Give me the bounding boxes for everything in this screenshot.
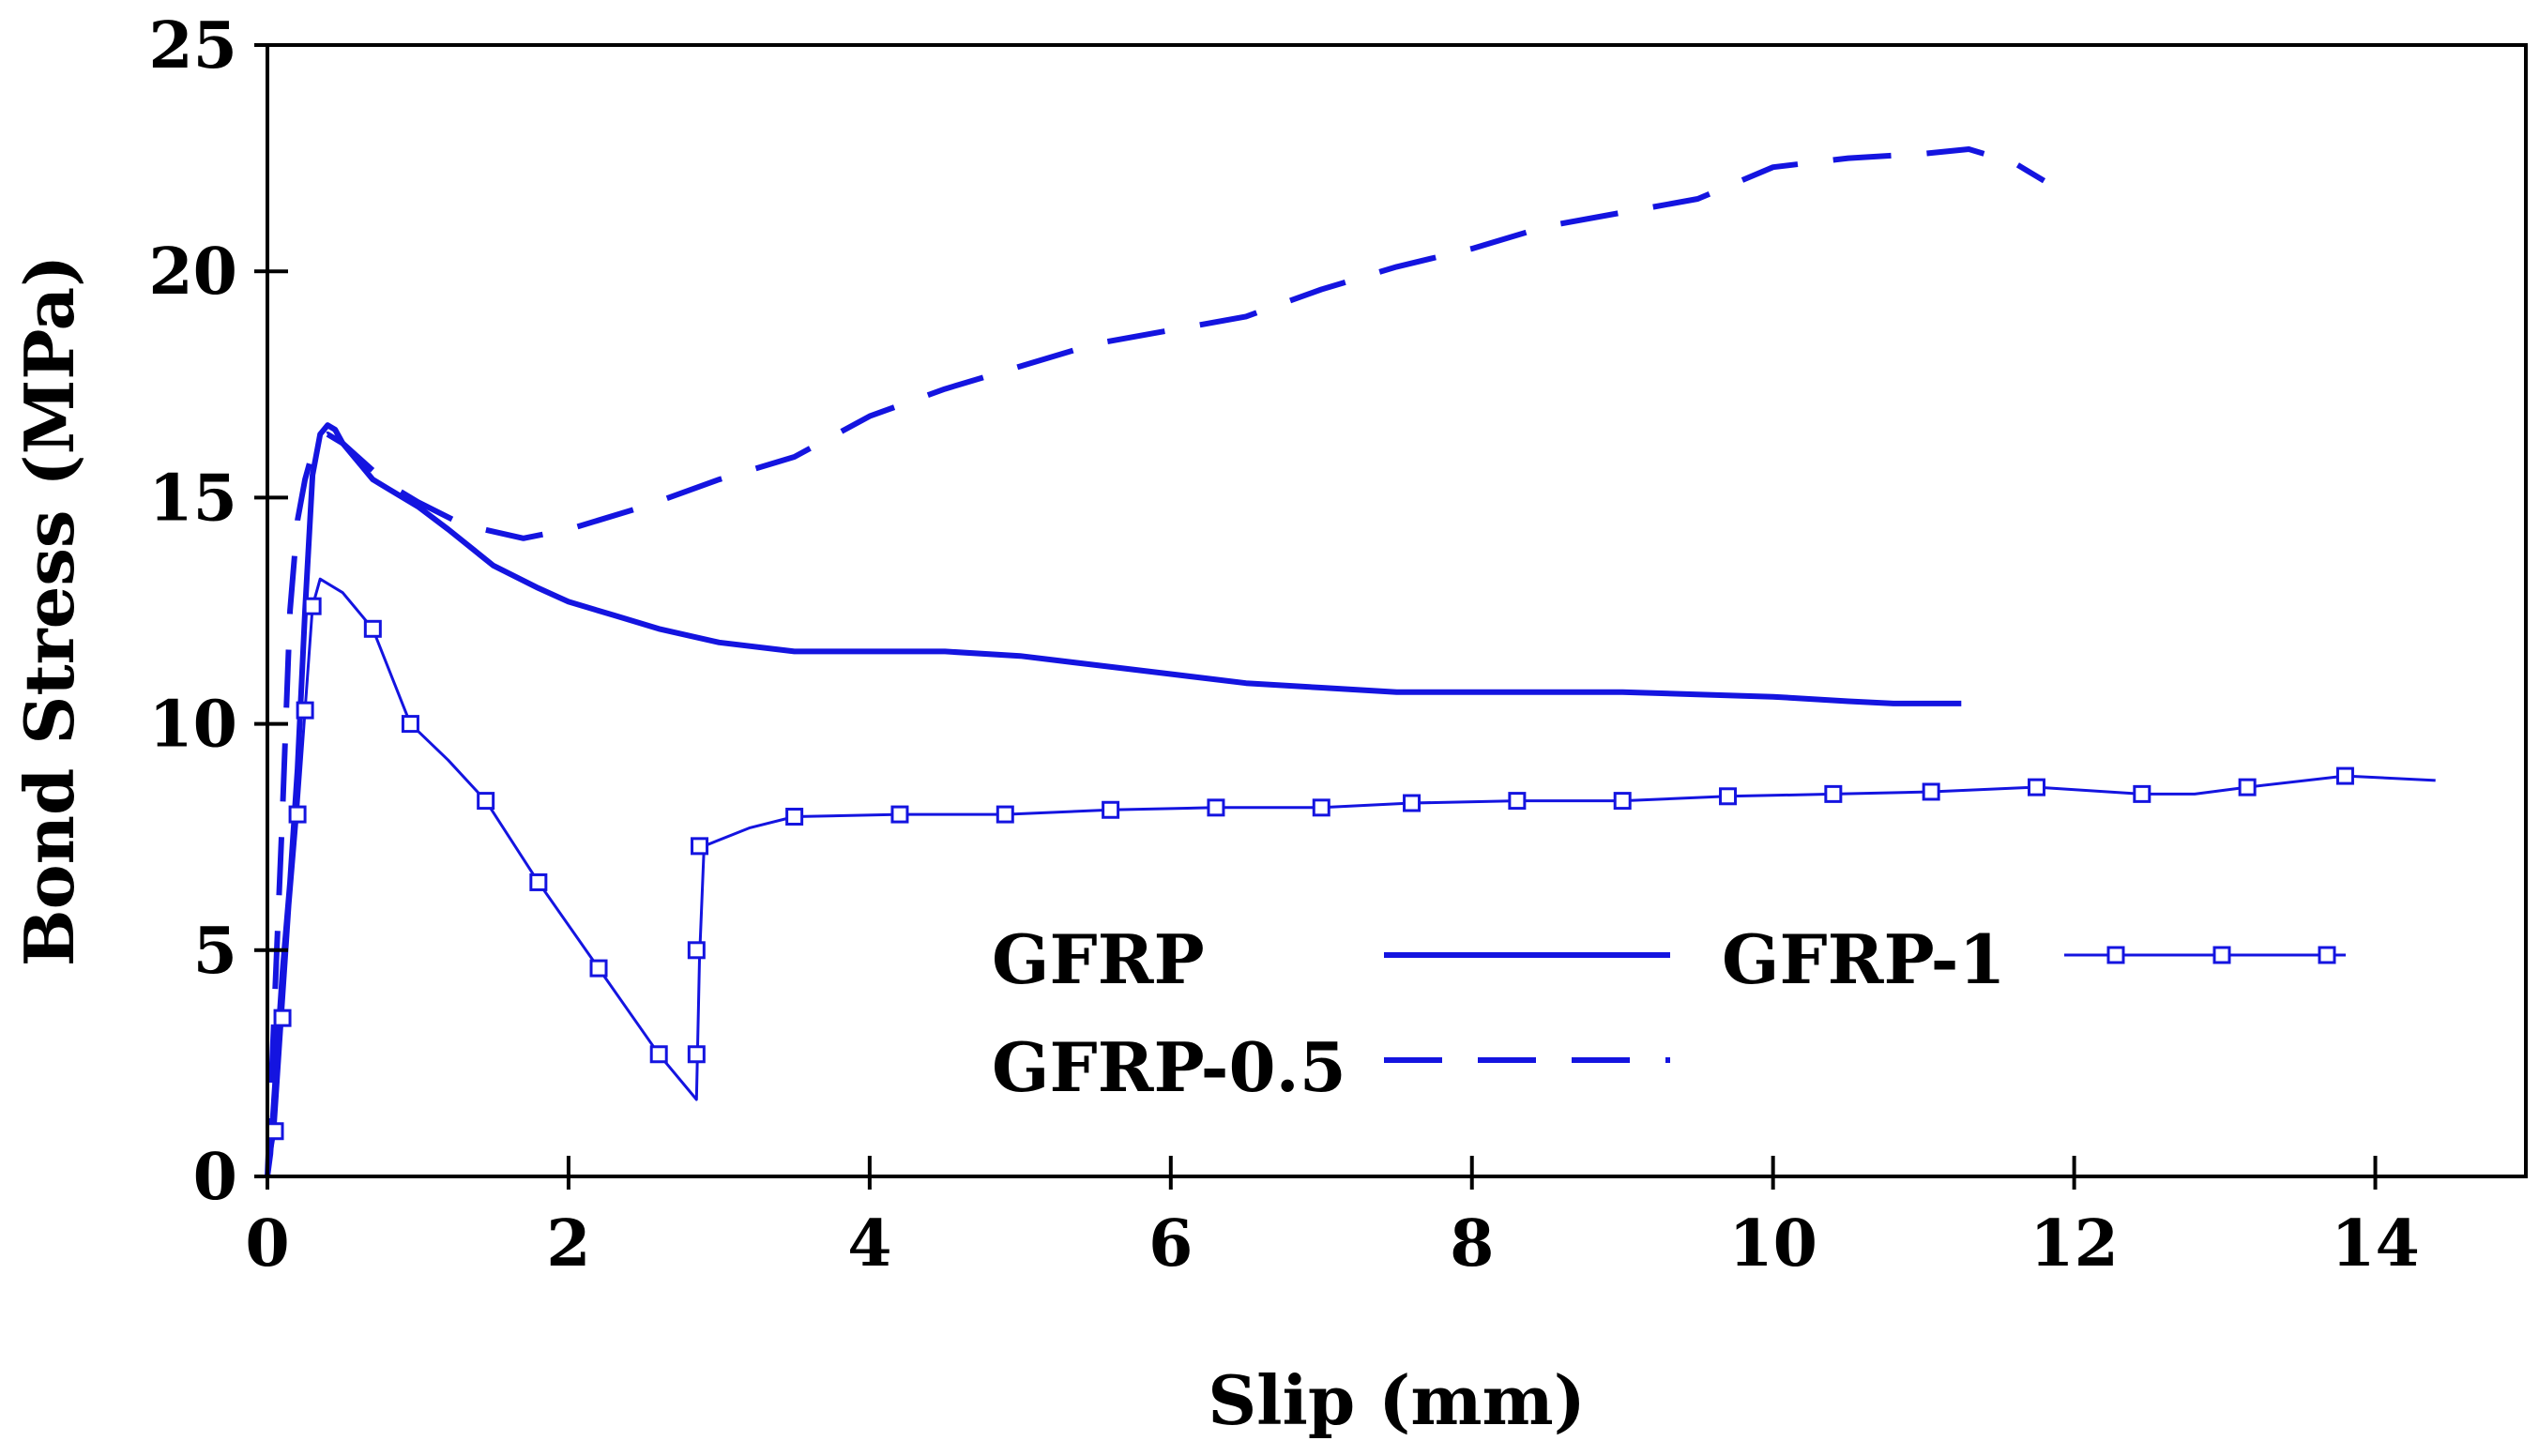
series-marker-gfrp-1 [1508, 792, 1527, 811]
series-marker-gfrp-1 [2027, 778, 2045, 796]
legend-marker-gfrp-1 [2212, 946, 2231, 964]
legend-label-gfrp-0-5: GFRP-0.5 [992, 1027, 1346, 1107]
series-marker-gfrp-1 [1102, 800, 1120, 819]
y-axis-title: Bond Stress (MPa) [9, 255, 89, 966]
series-marker-gfrp-1 [477, 792, 495, 811]
x-tick-label: 6 [1148, 1206, 1193, 1282]
x-axis-title: Slip (mm) [1208, 1360, 1586, 1440]
series-marker-gfrp-1 [401, 715, 419, 734]
series-line-gfrp [265, 422, 1962, 1177]
series-marker-gfrp-1 [785, 807, 804, 826]
series-marker-gfrp-1 [363, 619, 382, 638]
series-marker-gfrp-1 [2238, 778, 2257, 796]
legend-marker-gfrp-1 [2318, 946, 2336, 964]
series-marker-gfrp-1 [1922, 782, 1940, 801]
series-marker-gfrp-1 [266, 1122, 284, 1141]
series-marker-gfrp-1 [273, 1009, 292, 1027]
series-marker-gfrp-1 [691, 837, 709, 856]
y-tick-label: 20 [148, 235, 237, 310]
series-marker-gfrp-1 [1403, 794, 1422, 812]
series-marker-gfrp-1 [1207, 798, 1225, 817]
series-marker-gfrp-1 [589, 959, 608, 978]
legend-marker-gfrp-1 [2106, 946, 2125, 964]
series-marker-gfrp-1 [1613, 792, 1632, 811]
plot-frame [266, 43, 2528, 1178]
series-marker-gfrp-1 [996, 805, 1014, 824]
series-line-gfrp-1 [266, 577, 2436, 1177]
series-marker-gfrp-1 [687, 1045, 706, 1064]
series-marker-gfrp-1 [1824, 784, 1843, 803]
y-tick-label: 5 [193, 914, 237, 989]
series-marker-gfrp-1 [890, 805, 909, 824]
series-marker-gfrp-1 [288, 805, 307, 824]
axis-layer: 0 2 4 6 8 10 12 14 0 5 10 15 20 25 Slip (mm) Bond Stres… [9, 8, 2528, 1440]
series-marker-gfrp-1 [687, 941, 706, 960]
legend-label-gfrp-1: GFRP-1 [1722, 919, 2006, 999]
x-tick-label: 8 [1450, 1206, 1494, 1282]
series-marker-gfrp-1 [1312, 798, 1330, 817]
y-tick-label: 25 [148, 8, 237, 83]
x-tick-label: 4 [847, 1206, 891, 1282]
series-layer [265, 146, 2436, 1177]
legend: GFRP GFRP-0.5 GFRP-1 [992, 919, 2346, 1107]
x-tick-label: 0 [245, 1206, 289, 1282]
series-marker-gfrp-1 [1719, 787, 1738, 806]
x-tick-label: 12 [2030, 1206, 2119, 1282]
x-tick-label: 2 [546, 1206, 590, 1282]
y-tick-label: 0 [193, 1140, 237, 1215]
x-tick-label: 10 [1728, 1206, 1817, 1282]
series-marker-gfrp-1 [649, 1045, 668, 1064]
y-tick-label: 15 [148, 461, 237, 536]
x-tick-label: 14 [2331, 1206, 2420, 1282]
y-tick-label: 10 [148, 688, 237, 763]
legend-label-gfrp: GFRP [992, 919, 1205, 999]
series-marker-gfrp-1 [2335, 766, 2354, 785]
series-marker-gfrp-1 [296, 701, 314, 720]
series-marker-gfrp-1 [529, 872, 548, 891]
series-marker-gfrp-1 [2133, 784, 2151, 803]
series-line-gfrp-0-5 [265, 146, 2046, 1177]
series-marker-gfrp-1 [303, 597, 322, 615]
